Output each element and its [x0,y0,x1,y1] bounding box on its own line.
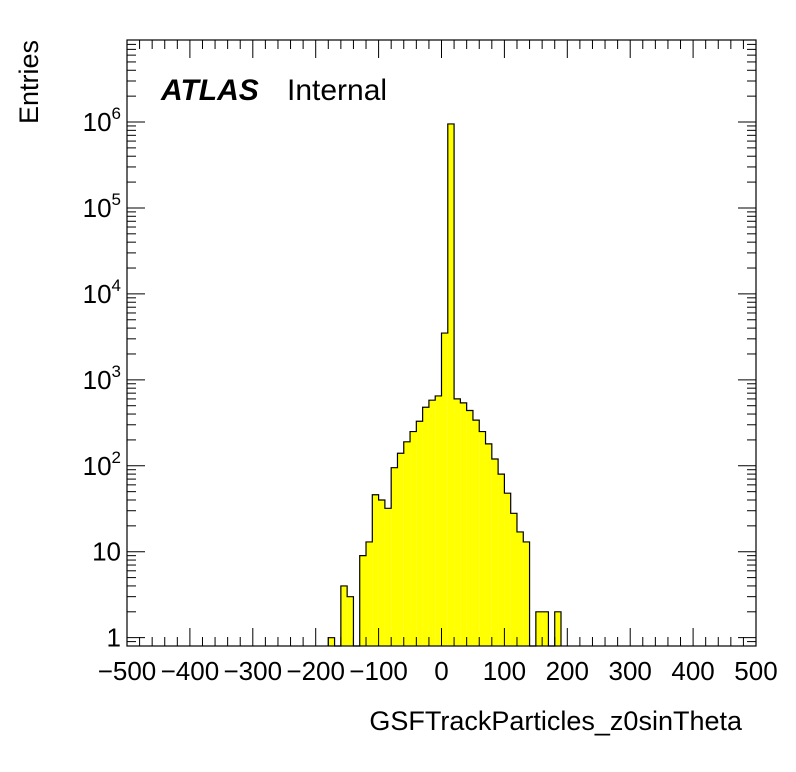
histogram-bar [340,585,348,646]
histogram-bar [384,508,392,646]
histogram-bar [535,611,543,646]
histogram-bar [435,395,442,646]
x-tick-label: −200 [286,656,345,686]
y-tick-label: 102 [83,448,121,481]
x-tick-label: −500 [98,656,157,686]
x-tick-label: −300 [224,656,283,686]
histogram-bar [328,637,335,646]
x-tick-label: 0 [434,656,448,686]
atlas-label: ATLAS [160,74,259,107]
histogram-bar [366,541,373,646]
bins-layer [327,123,562,647]
histogram-bar [554,611,562,646]
y-tick-label: 1 [107,623,121,653]
histogram-bar [516,531,524,646]
histogram-bar [454,398,461,646]
histogram-bar [504,493,511,646]
histogram-bar [510,513,517,646]
histogram-bar [472,420,480,646]
y-tick-label: 10 [92,537,121,567]
y-axis-title: Entries [14,40,44,124]
histogram-bar [466,410,473,646]
histogram-bar [485,443,492,646]
y-tick-label: 104 [83,276,121,309]
x-tick-label: 100 [483,656,526,686]
y-tick-label: 105 [83,190,121,223]
histogram-bar [498,474,505,646]
histogram-bar [491,458,499,646]
histogram-bar [422,407,429,646]
y-tick-labels: 1 10 102 103 104 105 106 [83,104,121,653]
histogram-bar [460,402,467,646]
x-tick-label: 400 [671,656,714,686]
histogram-bar [410,431,417,646]
histogram-bar [359,555,367,646]
x-tick-label: 200 [546,656,589,686]
histogram-bar [372,494,379,646]
x-axis-title: GSFTrackParticles_z0sinTheta [369,706,743,736]
y-tick-label: 106 [83,104,121,137]
histogram-bar [403,441,411,646]
x-tick-label: −100 [349,656,408,686]
histogram-bar [479,431,486,646]
histogram-bar [428,400,436,646]
histogram-outline [327,123,562,647]
x-tick-labels: −500 −400 −300 −200 −100 0 100 200 300 400 500 [98,656,778,686]
histogram-bar [397,453,404,646]
plot-frame [126,39,757,647]
histogram-bar [378,499,385,646]
histogram-bar [347,596,354,646]
histogram-bar [447,123,455,646]
ticks-layer [126,39,757,647]
histogram-bar [441,333,448,646]
internal-label: Internal [287,74,387,107]
y-tick-label: 103 [83,362,121,395]
x-tick-label: 500 [734,656,777,686]
histogram-bar [416,421,423,646]
histogram-bar [523,541,530,646]
x-tick-label: 300 [609,656,652,686]
x-tick-label: −400 [161,656,220,686]
histogram-bar [391,467,398,646]
histogram-bar [542,611,549,646]
